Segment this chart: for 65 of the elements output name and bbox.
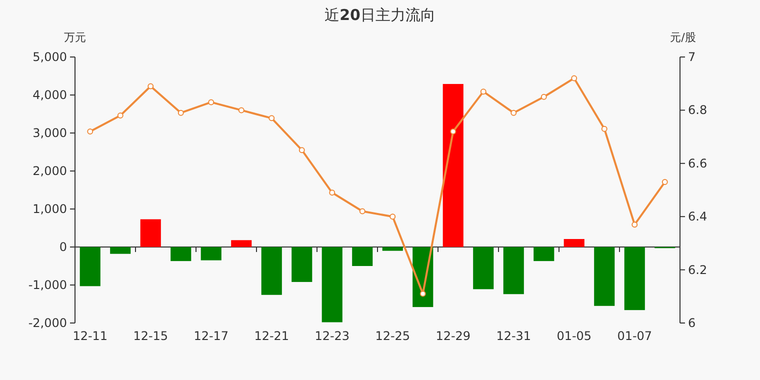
y2-tick-label: 6.8 xyxy=(688,103,708,118)
y2-tick-label: 6.4 xyxy=(688,210,708,224)
x-tick-label: 12-29 xyxy=(436,329,471,343)
point xyxy=(178,110,184,116)
point xyxy=(148,83,154,90)
bar xyxy=(594,247,615,306)
bar xyxy=(231,240,252,247)
y-tick-label: 4,000 xyxy=(32,88,67,102)
x-tick-label: 12-25 xyxy=(375,329,410,343)
bar xyxy=(110,247,131,254)
x-tick-label: 01-07 xyxy=(617,329,652,343)
bar xyxy=(624,247,645,310)
bar xyxy=(140,219,161,247)
point xyxy=(480,88,486,95)
bar xyxy=(534,247,554,262)
x-tick-label: 12-17 xyxy=(194,329,229,343)
bar xyxy=(170,247,192,262)
x-tick-label: 12-31 xyxy=(496,329,532,343)
bar xyxy=(292,247,312,282)
point xyxy=(298,147,305,154)
chart-title: 近20日主力流向 xyxy=(324,6,436,24)
x-tick-label: 12-15 xyxy=(133,329,168,343)
point xyxy=(662,179,668,186)
bar xyxy=(200,247,222,260)
bar xyxy=(322,247,342,322)
bar xyxy=(473,247,494,290)
x-tick-label: 01-05 xyxy=(556,329,592,343)
bar xyxy=(261,247,282,295)
point xyxy=(510,110,517,116)
bar xyxy=(442,84,464,247)
y2-tick-label: 6.6 xyxy=(688,156,708,170)
point xyxy=(238,107,244,114)
y-tick-label: 3,000 xyxy=(32,126,67,140)
y-axis-title: 万元 xyxy=(64,31,86,44)
bar xyxy=(352,247,373,266)
point xyxy=(329,190,336,196)
bar xyxy=(564,239,584,247)
x-tick-label: 12-23 xyxy=(314,329,350,343)
point xyxy=(420,290,426,297)
bar xyxy=(80,247,100,286)
point xyxy=(632,222,638,228)
y-tick-label: 0 xyxy=(59,240,67,254)
bar xyxy=(382,247,403,251)
point xyxy=(359,208,366,214)
point xyxy=(571,75,578,82)
point xyxy=(268,115,275,122)
point xyxy=(601,126,608,132)
x-tick-label: 12-21 xyxy=(254,329,290,343)
y2-tick-label: 6.2 xyxy=(688,262,708,277)
y2-axis-title: 元/股 xyxy=(670,31,696,44)
point xyxy=(117,112,124,119)
y-tick-label: 5,000 xyxy=(32,50,67,64)
point xyxy=(87,128,94,134)
y-tick-label: 2,000 xyxy=(32,164,67,178)
bar xyxy=(503,247,524,294)
y2-tick-label: 6 xyxy=(688,316,696,330)
point xyxy=(390,214,396,220)
y-tick-label: -2,000 xyxy=(28,316,67,330)
y-tick-label: 1,000 xyxy=(32,202,67,216)
point xyxy=(450,128,456,134)
y-tick-label: -1,000 xyxy=(28,278,67,292)
x-tick-label: 12-11 xyxy=(72,329,108,343)
point xyxy=(540,94,547,100)
point xyxy=(208,99,214,106)
y2-tick-label: 7 xyxy=(688,50,696,64)
